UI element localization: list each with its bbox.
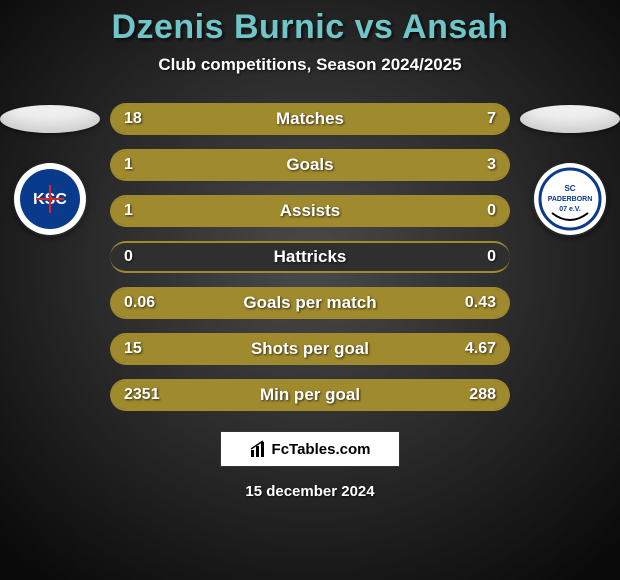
- stat-row: 18 7 Matches: [110, 103, 510, 135]
- right-player-col: SC PADERBORN 07 e.V.: [520, 103, 620, 237]
- player-left-club-badge: KSC: [12, 161, 88, 237]
- stat-value-right: 288: [469, 386, 496, 404]
- stat-value-right: 0: [487, 202, 496, 220]
- stat-value-left: 1: [124, 156, 133, 174]
- stat-value-left: 0: [124, 248, 133, 266]
- stat-value-right: 4.67: [465, 340, 496, 358]
- stat-label: Goals per match: [243, 293, 376, 313]
- stat-value-right: 3: [487, 156, 496, 174]
- stat-value-left: 15: [124, 340, 142, 358]
- stat-value-right: 7: [487, 110, 496, 128]
- left-player-col: KSC: [0, 103, 100, 237]
- fctables-logo: FcTables.com: [220, 431, 400, 467]
- stat-label: Matches: [276, 109, 344, 129]
- stat-row: 0 0 Hattricks: [110, 241, 510, 273]
- stat-row: 1 0 Assists: [110, 195, 510, 227]
- stat-value-left: 2351: [124, 386, 160, 404]
- date: 15 december 2024: [245, 483, 374, 500]
- stat-row: 0.06 0.43 Goals per match: [110, 287, 510, 319]
- stats-column: 18 7 Matches 1 3 Goals 1 0 Assists 0 0 Hattricks 0.0…: [110, 103, 510, 411]
- stat-value-left: 0.06: [124, 294, 155, 312]
- stat-row: 1 3 Goals: [110, 149, 510, 181]
- stat-bar-left: [110, 105, 398, 133]
- stat-label: Hattricks: [274, 247, 347, 267]
- comparison-row: KSC 18 7 Matches 1 3 Goals 1 0 Assists 0 0 Hattrick…: [0, 103, 620, 411]
- stat-value-right: 0: [487, 248, 496, 266]
- player-right-silhouette: [520, 105, 620, 133]
- brand-text: FcTables.com: [272, 441, 371, 458]
- chart-icon: [250, 440, 268, 458]
- stat-bar-right: [210, 151, 510, 179]
- stat-row: 2351 288 Min per goal: [110, 379, 510, 411]
- stat-value-left: 1: [124, 202, 133, 220]
- stat-value-left: 18: [124, 110, 142, 128]
- stat-label: Shots per goal: [251, 339, 369, 359]
- player-left-silhouette: [0, 105, 100, 133]
- svg-text:SC: SC: [564, 184, 575, 193]
- stat-label: Goals: [286, 155, 333, 175]
- subtitle: Club competitions, Season 2024/2025: [158, 55, 461, 75]
- stat-label: Min per goal: [260, 385, 360, 405]
- stat-row: 15 4.67 Shots per goal: [110, 333, 510, 365]
- stat-value-right: 0.43: [465, 294, 496, 312]
- page-title: Dzenis Burnic vs Ansah: [111, 8, 508, 47]
- svg-text:07 e.V.: 07 e.V.: [559, 206, 581, 213]
- player-right-club-badge: SC PADERBORN 07 e.V.: [532, 161, 608, 237]
- svg-text:PADERBORN: PADERBORN: [548, 196, 593, 203]
- stat-label: Assists: [280, 201, 340, 221]
